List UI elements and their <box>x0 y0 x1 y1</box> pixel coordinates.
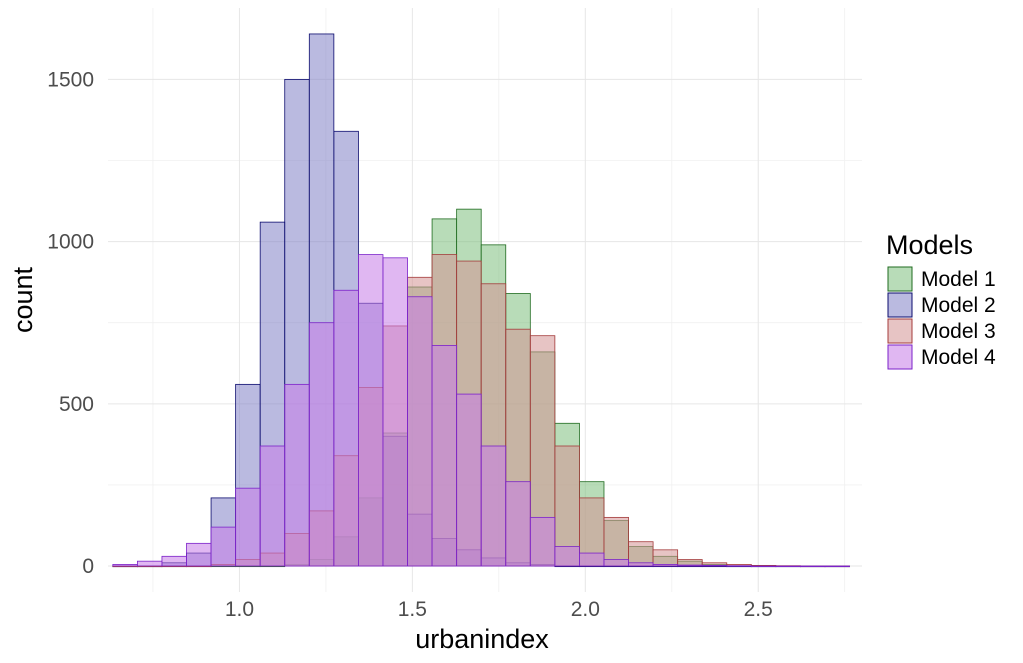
histogram-bar <box>308 322 335 567</box>
legend-label: Model 1 <box>921 268 996 291</box>
legend-label: Model 3 <box>921 320 996 343</box>
legend-key <box>887 318 913 344</box>
histogram-bar <box>136 560 163 567</box>
histogram-bar <box>235 487 261 567</box>
y-axis-title: count <box>8 266 38 333</box>
histogram-bar <box>800 565 826 568</box>
histogram-bar <box>382 257 408 567</box>
y-tick-label: 1500 <box>47 68 94 91</box>
histogram-bar <box>726 565 752 567</box>
histogram-bar <box>603 559 629 567</box>
histogram-bar <box>628 541 654 567</box>
histogram-bar <box>529 516 556 567</box>
legend-title: Models <box>886 230 973 260</box>
y-tick-label: 1000 <box>47 231 94 254</box>
histogram-bar <box>775 565 801 568</box>
legend-key <box>887 266 913 292</box>
histogram-bar <box>186 542 212 567</box>
histogram-bar <box>480 445 507 567</box>
legend-key <box>887 344 913 370</box>
histogram-bar <box>824 565 850 568</box>
x-tick-label: 2.0 <box>571 598 600 621</box>
histogram-bar <box>652 549 679 567</box>
histogram-bar <box>161 555 187 567</box>
histogram-bars <box>112 33 850 568</box>
histogram-bar <box>579 552 605 567</box>
histogram-bar <box>554 445 580 567</box>
axis-tick-labels: 1.0 1.5 2.0 2.5 0 500 1000 1500 <box>47 68 773 621</box>
x-tick-label: 1.0 <box>225 598 254 621</box>
y-tick-label: 500 <box>59 393 94 416</box>
histogram-bar <box>259 445 286 567</box>
histogram-bar <box>112 564 138 567</box>
histogram-bar <box>407 296 433 567</box>
histogram-bar <box>333 289 359 567</box>
legend-key <box>887 292 913 318</box>
histogram-bar <box>358 254 384 567</box>
histogram-bar <box>554 546 580 567</box>
histogram-bar <box>628 562 654 567</box>
histogram-bar <box>677 564 703 567</box>
histogram-bar <box>431 345 458 567</box>
x-axis-title: urbanindex <box>415 624 549 654</box>
legend-label: Model 2 <box>921 294 996 317</box>
histogram-bar <box>750 565 777 568</box>
x-tick-label: 1.5 <box>398 598 427 621</box>
y-tick-label: 0 <box>82 555 94 578</box>
legend: Models Model 1 Model 2 Model 3 Model 4 <box>886 230 996 370</box>
histogram-bar <box>701 564 728 567</box>
histogram-bar <box>284 383 310 567</box>
histogram-bar <box>652 564 679 567</box>
legend-label: Model 4 <box>921 346 996 369</box>
histogram-bar <box>456 393 482 567</box>
histogram-bar <box>505 481 531 567</box>
histogram-bar <box>210 526 237 567</box>
histogram-bar <box>603 516 629 567</box>
series-4 <box>112 254 850 568</box>
x-tick-label: 2.5 <box>744 598 773 621</box>
